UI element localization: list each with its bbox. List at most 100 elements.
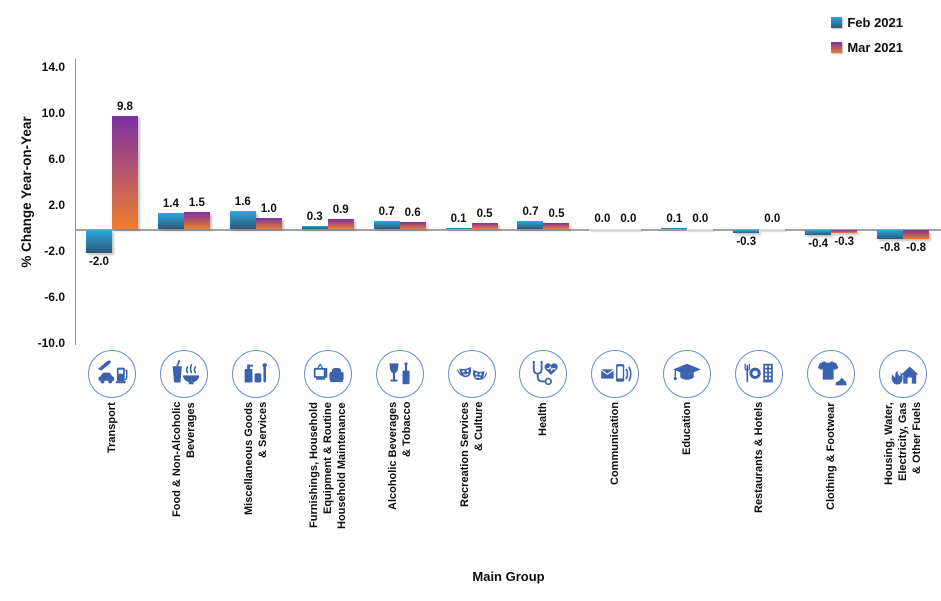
y-tick-label: -2.0	[44, 244, 65, 258]
category-label-cell: Housing, Water, Electricity, Gas & Other F…	[867, 402, 939, 570]
y-tick-label: -10.0	[37, 336, 65, 350]
category-column: -0.8 -0.8 Housing, Water, Electricity, Gas &…	[867, 60, 939, 570]
value-label: 0.9	[332, 203, 349, 216]
category-label: Recreation Services & Culture	[458, 402, 485, 508]
category-icon-circle	[231, 349, 280, 398]
value-label: -0.3	[834, 236, 855, 249]
value-label: 0.6	[404, 207, 421, 220]
value-label: 0.5	[548, 208, 565, 221]
value-label: 1.4	[162, 197, 179, 210]
category-column: 0.1 0.5 Recreation Services & Culture	[436, 60, 508, 570]
bar-group: 0.0 0.0	[579, 60, 651, 345]
bar-mar	[471, 223, 498, 229]
bar-feb	[373, 220, 400, 229]
miscellaneous-icon	[239, 357, 273, 391]
category-label: Furnishings, Household Equipment & Routin…	[307, 402, 348, 529]
category-label: Transport	[105, 402, 118, 453]
category-icon-wrap	[795, 345, 867, 402]
category-icon-wrap	[508, 345, 580, 402]
category-label: Communication	[609, 402, 622, 486]
value-label: 0.7	[522, 205, 539, 218]
bar-feb	[229, 210, 256, 229]
bar-mar	[687, 229, 714, 231]
bar-mar	[903, 230, 930, 240]
category-column: 0.1 0.0 Education	[651, 60, 723, 570]
category-icon-circle	[519, 349, 568, 398]
bar-feb	[589, 229, 616, 231]
bar-mar	[111, 116, 138, 229]
bar-feb	[517, 220, 544, 229]
bar-group: -2.0 9.8	[76, 60, 148, 345]
value-label: 0.7	[378, 205, 395, 218]
category-icon-circle	[879, 349, 928, 398]
category-label-cell: Education	[651, 402, 723, 570]
value-label: 0.1	[450, 212, 467, 225]
category-icon-circle	[663, 349, 712, 398]
bar-feb	[301, 225, 328, 229]
y-tick-label: -6.0	[44, 290, 65, 304]
bar-feb	[445, 227, 472, 229]
bar-feb	[733, 230, 760, 234]
legend-label-feb: Feb 2021	[847, 15, 903, 30]
bar-feb	[661, 227, 688, 229]
bar-group: 1.6 1.0	[220, 60, 292, 345]
x-axis-line	[75, 229, 941, 231]
category-label-cell: Transport	[76, 402, 148, 570]
y-tick-label: 14.0	[41, 60, 65, 74]
clothing-footwear-icon	[814, 357, 848, 391]
legend-item-feb: Feb 2021	[831, 15, 903, 30]
category-icon-wrap	[436, 345, 508, 402]
y-tick-label: 10.0	[41, 106, 65, 120]
value-label: -0.8	[880, 242, 900, 255]
value-label: -0.8	[906, 242, 926, 255]
category-label: Clothing & Footwear	[825, 402, 838, 510]
bar-mar	[183, 211, 210, 229]
category-label: Education	[681, 402, 694, 456]
x-axis-title: Main Group	[472, 569, 545, 584]
bar-group: -0.8 -0.8	[867, 60, 939, 345]
bar-group: -0.3 0.0	[723, 60, 795, 345]
category-icon-circle	[87, 349, 136, 398]
category-label-cell: Food & Non-Alcoholic Beverages	[148, 402, 220, 570]
bar-mar	[831, 230, 858, 234]
value-label: -2.0	[89, 256, 109, 268]
category-column: 0.3 0.9 Furnishings, Household Equipment & …	[292, 60, 364, 570]
value-label: -0.3	[736, 236, 757, 249]
furnishings-icon	[311, 357, 345, 391]
value-label: 0.1	[666, 212, 683, 225]
value-label: 0.5	[476, 208, 493, 221]
bar-group: -0.4 -0.3	[795, 60, 867, 345]
education-icon	[670, 357, 704, 391]
legend-swatch-mar	[831, 42, 843, 53]
category-icon-wrap	[651, 345, 723, 402]
legend-swatch-feb	[831, 17, 843, 28]
value-label: 0.0	[594, 212, 611, 225]
bar-mar	[543, 223, 570, 229]
legend-item-mar: Mar 2021	[831, 40, 903, 55]
category-icon-wrap	[579, 345, 651, 402]
bar-mar	[255, 217, 282, 229]
legend-label-mar: Mar 2021	[847, 40, 903, 55]
category-icon-circle	[375, 349, 424, 398]
value-label: 0.0	[764, 212, 781, 225]
bar-group: 0.1 0.5	[436, 60, 508, 345]
value-label: 0.3	[306, 210, 323, 223]
value-label: 0.0	[692, 212, 709, 225]
bar-group: 0.7 0.5	[508, 60, 580, 345]
bar-feb	[805, 230, 832, 235]
category-column: -0.3 0.0 Restaurants & Hotels	[723, 60, 795, 570]
category-icon-circle	[807, 349, 856, 398]
category-icon-circle	[303, 349, 352, 398]
transport-icon	[95, 357, 129, 391]
value-label: 1.5	[188, 196, 205, 209]
category-column: 0.7 0.5 Health	[508, 60, 580, 570]
category-icon-wrap	[723, 345, 795, 402]
bar-feb	[157, 212, 184, 229]
category-icon-circle	[591, 349, 640, 398]
category-column: -0.4 -0.3 Clothing & Footwear	[795, 60, 867, 570]
bar-mar	[759, 229, 786, 231]
category-icon-wrap	[220, 345, 292, 402]
bar-group: 0.7 0.6	[364, 60, 436, 345]
category-label-cell: Restaurants & Hotels	[723, 402, 795, 570]
